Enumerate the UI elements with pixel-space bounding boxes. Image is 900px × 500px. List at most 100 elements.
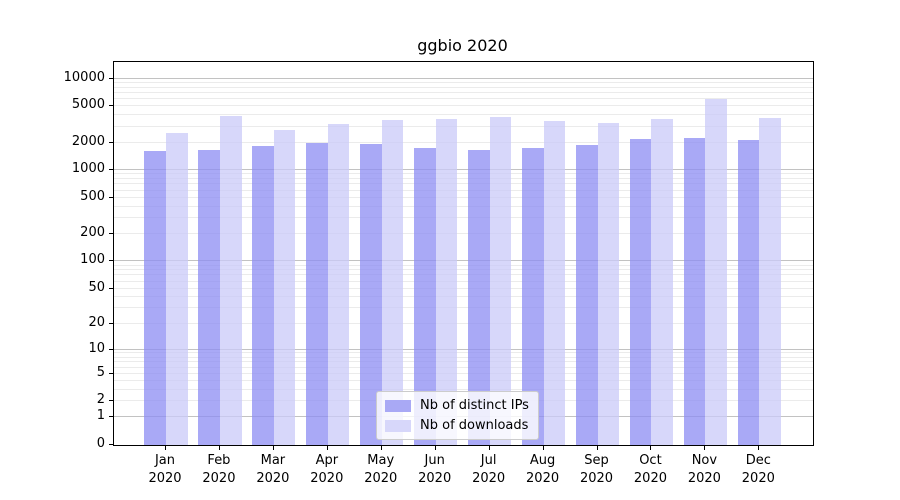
bar-distinct-ips [468, 150, 490, 445]
x-axis-tick [434, 446, 436, 450]
y-axis-tick-label: 20 [88, 314, 105, 330]
y-axis-tick-label: 500 [80, 188, 105, 204]
y-axis-tick-label: 5 [96, 364, 105, 380]
bar-downloads [219, 116, 242, 445]
x-axis-tick-label: Aug 2020 [526, 453, 560, 486]
grid-line-minor [114, 372, 813, 374]
grid-line-minor [114, 274, 813, 276]
x-axis-tick [380, 446, 382, 450]
grid-line-minor [114, 173, 813, 175]
x-axis-tick-label: Oct 2020 [633, 453, 667, 486]
y-axis-tick [109, 105, 113, 107]
y-axis-tick [109, 233, 113, 235]
grid-line-major [114, 77, 813, 79]
grid-line-minor [114, 233, 813, 235]
legend-label-downloads: Nb of downloads [420, 418, 529, 433]
bar-distinct-ips [521, 148, 544, 445]
grid-line-minor [114, 322, 813, 324]
x-axis-tick [165, 446, 166, 450]
x-axis-tick [596, 446, 598, 450]
bar-distinct-ips [683, 137, 706, 445]
bar-downloads [435, 118, 458, 445]
y-axis-tick-label: 100 [80, 252, 105, 268]
grid-line-minor [114, 205, 813, 207]
plot-area: Nb of distinct IPs Nb of downloads [113, 61, 814, 446]
x-axis-tick-label: Jun 2020 [418, 453, 452, 486]
grid-line-minor [114, 91, 813, 93]
grid-line-major [114, 260, 813, 262]
x-axis-tick-label: Jul 2020 [472, 453, 506, 486]
y-axis-tick [109, 169, 113, 171]
y-axis-tick [109, 260, 113, 262]
grid-line-minor [114, 105, 813, 107]
chart-title: ggbio 2020 [417, 36, 508, 55]
bar-downloads [489, 116, 512, 445]
x-axis-tick [488, 446, 490, 450]
bar-downloads [166, 133, 188, 445]
bar-downloads [543, 121, 566, 445]
bar-downloads [759, 117, 781, 445]
bar-distinct-ips [144, 151, 166, 445]
x-axis-tick-label: Feb 2020 [202, 453, 236, 486]
y-axis-tick-label: 1000 [71, 161, 105, 177]
legend-item-distinct-ips: Nb of distinct IPs [385, 398, 529, 413]
legend-label-distinct-ips: Nb of distinct IPs [420, 398, 529, 413]
x-axis-tick-label: Mar 2020 [256, 453, 290, 486]
grid-line-minor [114, 183, 813, 185]
legend-swatch-downloads [385, 419, 411, 432]
x-axis-tick [272, 446, 274, 450]
bar-downloads [327, 123, 350, 445]
y-axis-tick-label: 50 [88, 279, 105, 295]
grid-line-minor [114, 141, 813, 143]
y-axis-tick-label: 10 [88, 340, 105, 356]
x-axis-tick-label: Dec 2020 [741, 453, 775, 486]
y-axis-tick-label: 0 [96, 436, 105, 451]
bar-distinct-ips [360, 143, 382, 445]
grid-line-major [114, 169, 813, 171]
bar-distinct-ips [629, 138, 652, 445]
y-axis-tick [109, 77, 113, 79]
bar-distinct-ips [575, 144, 598, 445]
grid-line-minor [114, 296, 813, 298]
y-axis-tick [109, 400, 113, 402]
legend-item-downloads: Nb of downloads [385, 418, 529, 433]
bar-downloads [651, 119, 674, 445]
grid-line-minor [114, 388, 813, 390]
x-axis-tick-label: May 2020 [364, 453, 398, 486]
grid-line-minor [114, 287, 813, 289]
legend: Nb of distinct IPs Nb of downloads [376, 391, 539, 440]
grid-line-minor [114, 379, 813, 381]
x-axis-tick [542, 446, 544, 450]
y-axis-tick-label: 5000 [71, 97, 105, 113]
y-axis-tick-label: 10000 [63, 69, 105, 85]
grid-line-minor [114, 178, 813, 180]
y-axis-tick [109, 287, 113, 289]
grid-line-minor [114, 356, 813, 358]
grid-line-minor [114, 217, 813, 218]
bar-downloads [381, 120, 404, 445]
grid-line-minor [114, 125, 813, 127]
y-axis-tick-label: 1 [96, 408, 105, 424]
grid-line-minor [114, 196, 813, 198]
grid-line-minor [114, 97, 813, 99]
bar-distinct-ips [252, 145, 274, 445]
y-axis-tick [109, 348, 113, 350]
x-axis-tick-label: Apr 2020 [310, 453, 344, 486]
x-axis-tick [326, 446, 328, 450]
grid-line-minor [114, 114, 813, 116]
grid-line-minor [114, 269, 813, 271]
bar-downloads [705, 99, 727, 445]
bar-downloads [273, 129, 296, 445]
bar-downloads [597, 122, 620, 445]
grid-line-minor [114, 307, 813, 309]
x-axis-tick [758, 446, 760, 450]
x-axis-tick [218, 446, 220, 450]
y-axis-tick [109, 196, 113, 198]
y-axis-tick [109, 416, 113, 418]
grid-line-minor [114, 366, 813, 368]
bar-distinct-ips [737, 140, 760, 445]
y-axis-tick-label: 2 [96, 392, 105, 408]
y-axis-tick [109, 322, 113, 324]
grid-line-minor [114, 352, 813, 354]
